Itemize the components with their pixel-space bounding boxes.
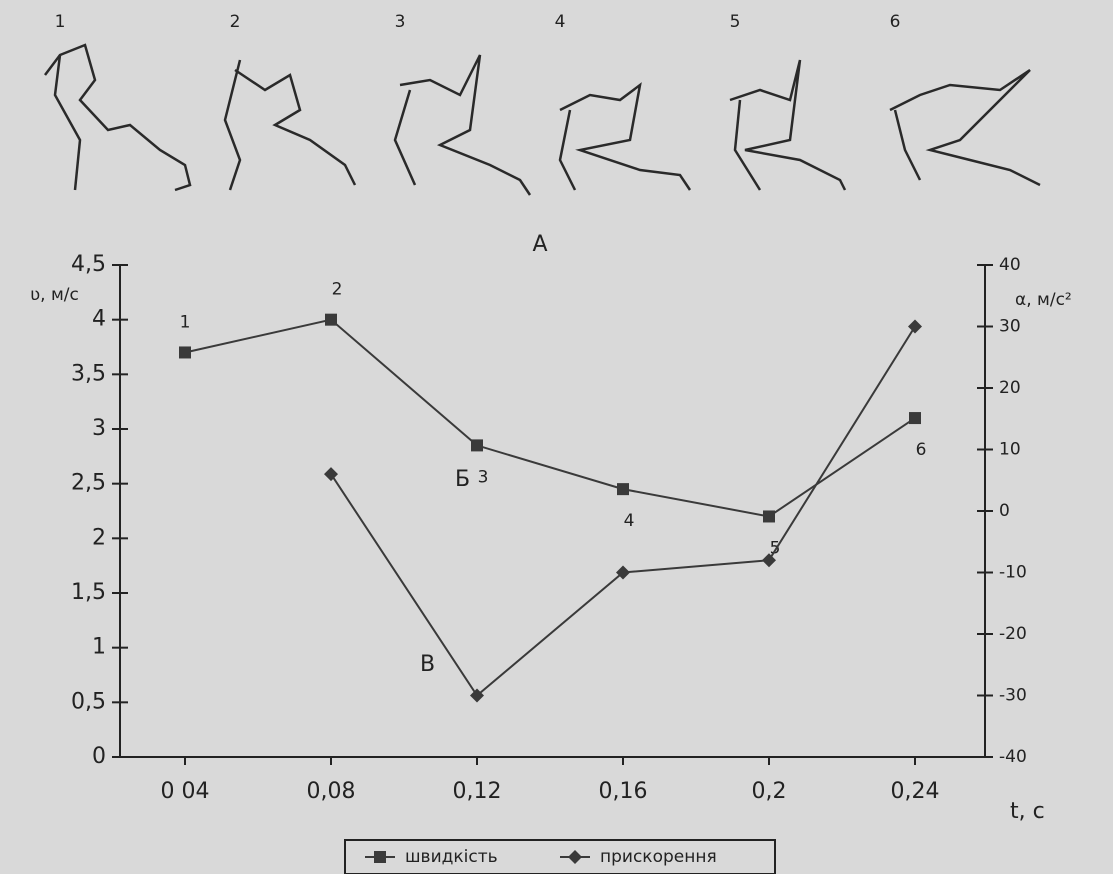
figure-label: 5 [730, 12, 741, 32]
y-tick-label: 0,5 [71, 689, 106, 714]
y-tick-label: 1,5 [71, 580, 106, 605]
figure-label: 6 [890, 12, 901, 32]
y-tick-label: 1 [92, 635, 106, 660]
x-axis-label: t, c [1010, 799, 1045, 824]
y2-tick-label: -10 [999, 563, 1027, 583]
y-tick-label: 3,5 [71, 361, 106, 386]
legend-label: прискорення [600, 847, 717, 867]
y2-tick-label: 20 [999, 378, 1021, 398]
x-tick-label: 0,24 [891, 779, 940, 804]
x-tick-label: 0,12 [453, 779, 502, 804]
x-tick-label: 0,16 [599, 779, 648, 804]
y-tick-label: 4,5 [71, 252, 106, 277]
point [763, 510, 775, 522]
chart: А ʋ, м/с α, м/с² t, c Б В 1 2 3 4 5 6 0 0,5 1 1,5… [0, 0, 1113, 874]
x-tick-label: 0 04 [161, 779, 210, 804]
background [0, 0, 1113, 874]
point [909, 412, 921, 424]
y-tick-label: 0 [92, 744, 106, 769]
point-label: 6 [916, 440, 927, 460]
chart-title: А [532, 232, 547, 257]
figure-label: 2 [230, 12, 241, 32]
point-label: 4 [624, 511, 635, 531]
annotation: Б [455, 467, 470, 492]
x-tick-label: 0,2 [752, 779, 787, 804]
y2-tick-label: -40 [999, 747, 1027, 767]
figure-label: 3 [395, 12, 406, 32]
y2-tick-label: -20 [999, 624, 1027, 644]
y2-tick-label: 0 [999, 501, 1010, 521]
y2-tick-label: 40 [999, 255, 1021, 275]
point-label: 3 [478, 467, 489, 487]
annotation: В [420, 652, 435, 677]
point [471, 439, 483, 451]
x-tick-label: 0,08 [307, 779, 356, 804]
y2-tick-label: -30 [999, 686, 1027, 706]
y2-tick-label: 30 [999, 317, 1021, 337]
y2-tick-label: 10 [999, 440, 1021, 460]
figure-label: 4 [555, 12, 566, 32]
y-tick-label: 2 [92, 525, 106, 550]
point [179, 346, 191, 358]
y-axis-label: ʋ, м/с [30, 285, 79, 305]
point-label: 2 [332, 280, 343, 300]
point [617, 483, 629, 495]
figure-label: 1 [55, 12, 66, 32]
point [325, 314, 337, 326]
y-tick-label: 2,5 [71, 471, 106, 496]
point-label: 1 [180, 312, 191, 332]
y2-axis-label: α, м/с² [1015, 290, 1072, 310]
legend-label: швидкість [405, 847, 498, 867]
legend-marker [374, 851, 386, 863]
y-tick-label: 3 [92, 416, 106, 441]
y-tick-label: 4 [92, 307, 106, 332]
